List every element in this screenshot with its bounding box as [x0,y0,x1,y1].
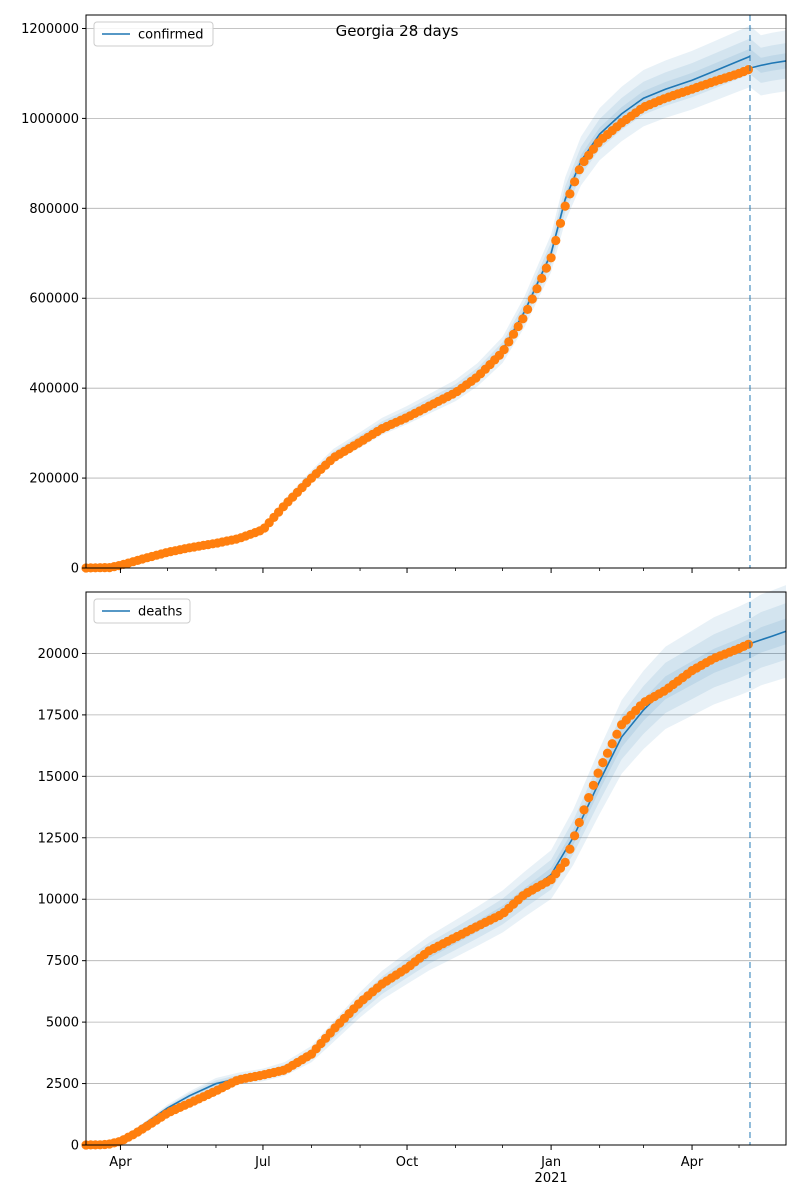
series-line-confirmed-forecast [749,60,787,69]
data-point [588,780,599,790]
y-tick-label: 17500 [38,708,79,723]
deaths-panel: 0 2500 5000 7500 10000 12500 15000 17500 20000 Ap… [38,585,787,1186]
confirmed-panel: 0 200000 400000 600000 800000 1000000 1200000 c… [21,14,787,577]
legend-box [93,21,214,47]
data-point [518,314,528,324]
x-tick-label: Apr [681,1155,704,1170]
data-point [565,844,575,854]
y-tick-label: 0 [71,1139,79,1154]
y-tick-label: 200000 [29,472,79,487]
data-point [513,321,523,332]
x-tick-label: Apr [109,1155,132,1170]
plot-frame [85,14,787,569]
data-point [546,253,556,263]
data-point [541,263,552,273]
data-point [551,235,561,246]
data-point [612,729,622,739]
data-point [574,165,584,175]
x-tick-label: Oct [396,1155,418,1170]
data-point [523,304,533,314]
uncertainty-band [86,603,786,1145]
series-line-deaths-forecast [749,630,787,645]
uncertainty-band [86,618,786,1145]
data-point [504,337,514,347]
y-tick-label: 600000 [29,292,79,307]
y-tick-label: 15000 [38,770,79,785]
plot-frame [85,591,787,1146]
y-tick-label: 2500 [46,1077,79,1092]
legend-label: deaths [138,605,183,620]
x-tick-label: Jul [254,1155,271,1170]
data-point [584,793,594,803]
y-tick-label: 10000 [38,893,79,908]
data-point [602,748,613,758]
x-tick-label: Jan [540,1155,561,1170]
data-point [560,201,570,211]
y-tick-label: 800000 [29,202,79,217]
y-tick-label: 20000 [38,647,79,662]
y-tick-label: 400000 [29,382,79,397]
data-point [743,639,754,649]
data-point [565,189,575,199]
data-point [743,65,754,75]
chart-title: Georgia 28 days [336,22,459,40]
data-point [607,739,617,749]
legend-label: confirmed [138,28,204,43]
uncertainty-band [86,585,786,1145]
y-tick-label: 12500 [38,831,79,846]
data-point [570,177,580,187]
data-point [532,284,542,294]
y-tick-label: 5000 [46,1016,79,1031]
data-point [508,329,519,339]
data-point [527,294,537,304]
y-tick-label: 1200000 [21,22,79,37]
data-point [598,758,608,768]
data-point [570,831,580,841]
data-point [574,817,584,828]
y-tick-label: 0 [71,562,79,577]
data-point [555,218,566,228]
y-tick-label: 1000000 [21,112,79,127]
data-point [499,345,509,355]
data-point [537,273,547,283]
data-point [593,768,603,778]
y-tick-label: 7500 [46,954,79,969]
legend-box [93,598,191,624]
x-tick-sublabel: 2021 [535,1171,568,1186]
data-point [560,857,570,868]
data-point [579,805,589,815]
